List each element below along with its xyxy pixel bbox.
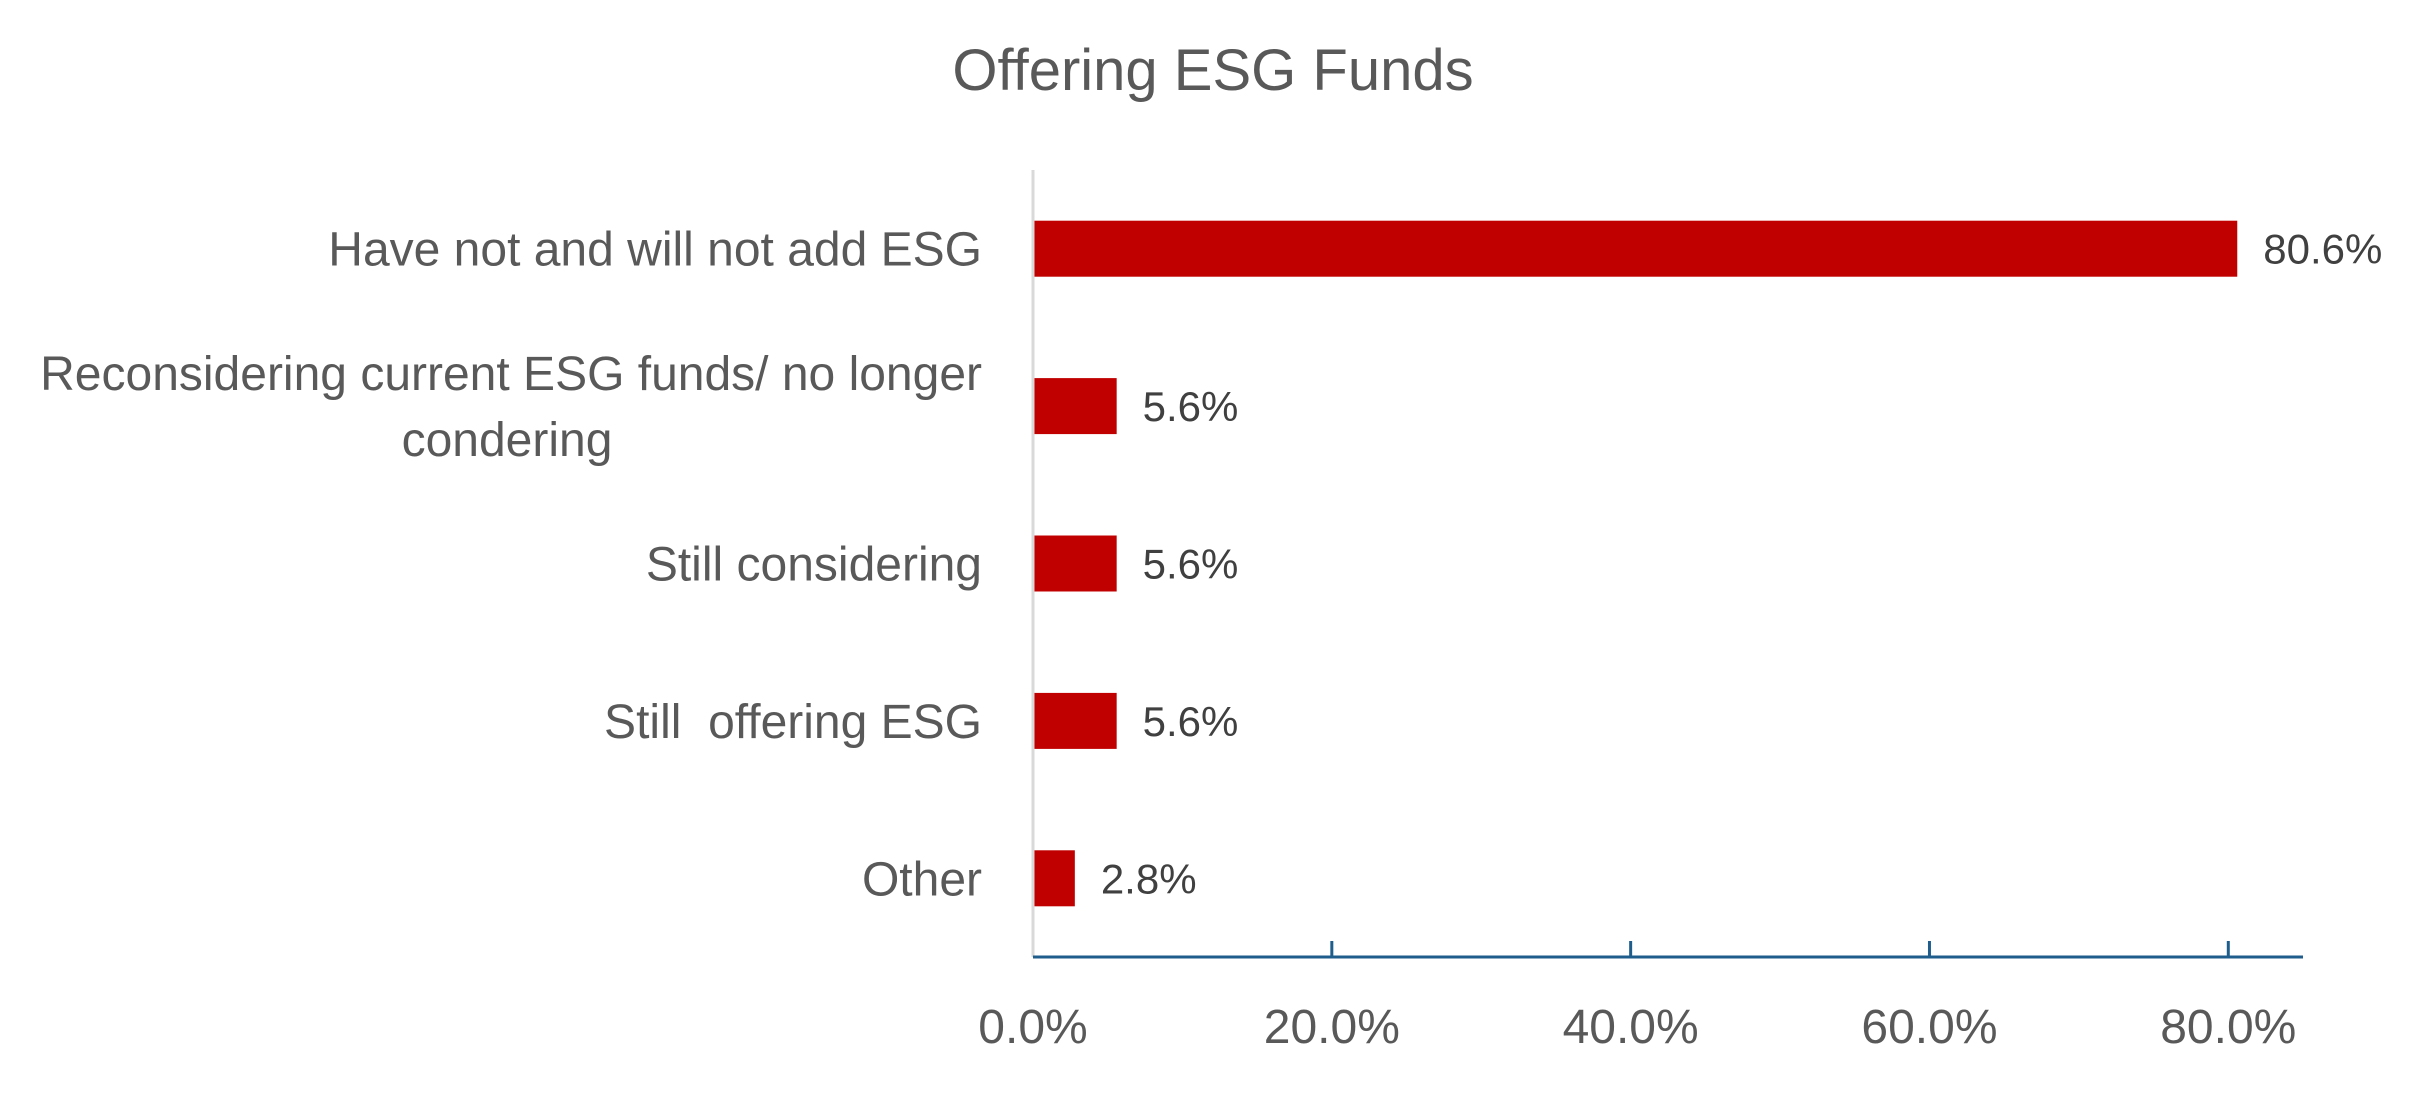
category-label-line: Still considering bbox=[646, 539, 982, 592]
bar bbox=[1034, 220, 2238, 277]
category-label-line: condering bbox=[402, 414, 613, 467]
data-label: 80.6% bbox=[2263, 226, 2382, 273]
category-label: Have not and will not add ESG bbox=[328, 224, 982, 277]
x-ticks-group: 0.0% 20.0% 40.0% 60.0% 80.0% bbox=[978, 941, 2296, 1054]
category-label-line: Have not and will not add ESG bbox=[328, 224, 982, 277]
category-labels-group: Have not and will not add ESG Reconsideri… bbox=[40, 224, 982, 907]
category-label-line: Other bbox=[862, 853, 982, 906]
bars-group bbox=[1034, 220, 2238, 907]
x-tick-label: 40.0% bbox=[1563, 1001, 1699, 1054]
category-label: Reconsidering current ESG funds/ no long… bbox=[40, 348, 982, 467]
data-label: 5.6% bbox=[1143, 383, 1239, 430]
data-labels-group: 80.6% 5.6% 5.6% 5.6% 2.8% bbox=[1101, 226, 2383, 903]
x-tick-label: 80.0% bbox=[2160, 1001, 2296, 1054]
x-tick-label: 60.0% bbox=[1861, 1001, 1997, 1054]
bar bbox=[1034, 535, 1117, 592]
category-label-line: Reconsidering current ESG funds/ no long… bbox=[40, 348, 982, 401]
x-tick-label: 20.0% bbox=[1264, 1001, 1400, 1054]
chart-title: Offering ESG Funds bbox=[952, 38, 1473, 103]
category-label: Still considering bbox=[646, 539, 982, 592]
data-label: 5.6% bbox=[1143, 698, 1239, 745]
data-label: 5.6% bbox=[1143, 541, 1239, 588]
bar bbox=[1034, 692, 1117, 749]
bar bbox=[1034, 378, 1117, 435]
category-label-line: Still offering ESG bbox=[604, 696, 982, 749]
x-tick-label: 0.0% bbox=[978, 1001, 1087, 1054]
category-label: Still offering ESG bbox=[604, 696, 982, 749]
bar bbox=[1034, 850, 1075, 907]
category-label: Other bbox=[862, 853, 982, 906]
data-label: 2.8% bbox=[1101, 855, 1197, 902]
